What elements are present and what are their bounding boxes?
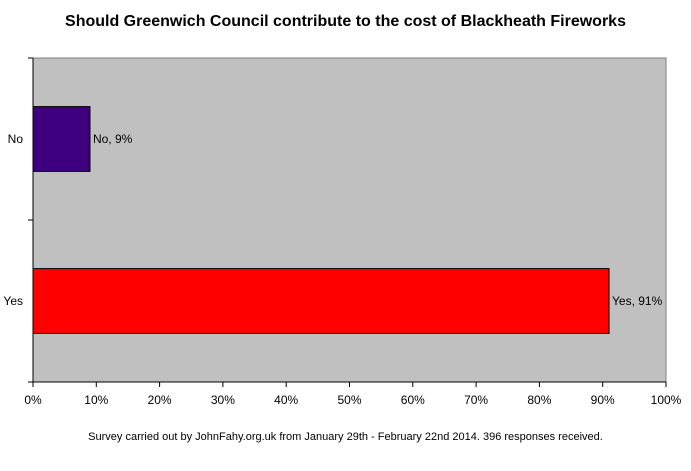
- chart-title: Should Greenwich Council contribute to t…: [65, 13, 626, 30]
- x-tick-label: 60%: [401, 393, 425, 407]
- data-label: Yes, 91%: [612, 294, 663, 308]
- category-label: Yes: [3, 294, 23, 308]
- x-tick-label: 80%: [527, 393, 551, 407]
- x-tick-label: 20%: [148, 393, 172, 407]
- x-tick-label: 30%: [211, 393, 235, 407]
- chart-footnote: Survey carried out by JohnFahy.org.uk fr…: [88, 431, 603, 443]
- x-tick-label: 90%: [591, 393, 615, 407]
- x-tick-label: 40%: [274, 393, 298, 407]
- x-tick-label: 0%: [24, 393, 42, 407]
- x-tick-label: 100%: [651, 393, 682, 407]
- data-label: No, 9%: [93, 132, 133, 146]
- x-tick-label: 70%: [464, 393, 488, 407]
- x-tick-label: 10%: [84, 393, 108, 407]
- category-label: No: [8, 132, 24, 146]
- x-tick-label: 50%: [337, 393, 361, 407]
- bar-no: [32, 106, 91, 172]
- bar-yes: [32, 268, 610, 334]
